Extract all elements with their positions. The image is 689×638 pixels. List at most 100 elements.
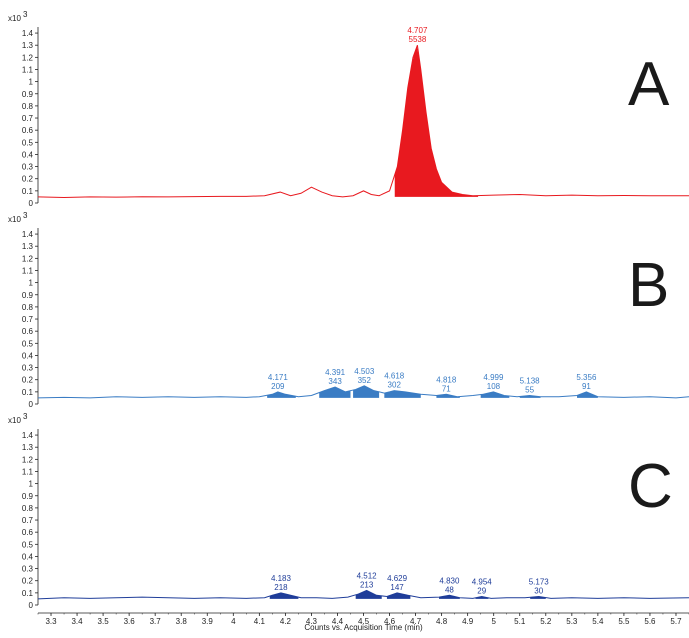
x-axis-title: Counts vs. Acquisition Time (min) — [304, 623, 423, 632]
y-tick-label: 1.3 — [22, 443, 34, 452]
peak-area-label: 343 — [328, 377, 342, 386]
x-tick-label: 5.5 — [618, 617, 630, 626]
y-tick-label: 1.2 — [22, 53, 34, 62]
peak-fill — [384, 390, 421, 398]
y-tick-label: 0.4 — [22, 150, 34, 159]
y-tick-label: 1 — [29, 279, 34, 288]
y-tick-label: 0.7 — [22, 516, 34, 525]
x-tick-label: 5.6 — [644, 617, 656, 626]
x-tick-label: 3.4 — [71, 617, 83, 626]
x-tick-label: 4.6 — [384, 617, 396, 626]
y-tick-label: 0.1 — [22, 388, 34, 397]
y-tick-label: 1 — [29, 78, 34, 87]
peak-rt-label: 4.503 — [354, 367, 375, 376]
y-multiplier-label: x10 — [8, 215, 21, 224]
peak-area-label: 213 — [360, 580, 374, 589]
peak-area-label: 108 — [487, 382, 501, 391]
peak-rt-label: 4.830 — [439, 576, 460, 585]
peak-area-label: 71 — [442, 384, 451, 393]
y-multiplier-exponent: 3 — [23, 412, 28, 421]
x-tick-label: 5.1 — [514, 617, 526, 626]
y-multiplier-label: x10 — [8, 416, 21, 425]
y-tick-label: 0.7 — [22, 114, 34, 123]
y-tick-label: 1.4 — [22, 431, 34, 440]
x-tick-label: 4.9 — [462, 617, 474, 626]
y-tick-label: 0.5 — [22, 339, 34, 348]
y-multiplier-exponent: 3 — [23, 211, 28, 220]
y-tick-label: 0.3 — [22, 163, 34, 172]
peak-rt-label: 4.512 — [357, 571, 378, 580]
y-tick-label: 0 — [29, 199, 34, 208]
y-tick-label: 0.4 — [22, 351, 34, 360]
peak-rt-label: 4.171 — [268, 373, 289, 382]
peak-rt-label: 5.173 — [529, 578, 550, 587]
y-tick-label: 0.5 — [22, 540, 34, 549]
peak-rt-label: 4.818 — [436, 375, 457, 384]
peak-area-label: 147 — [390, 583, 404, 592]
peak-rt-label: 4.618 — [384, 372, 405, 381]
y-tick-label: 0.2 — [22, 577, 34, 586]
y-tick-label: 1 — [29, 480, 34, 489]
panel-a: x10 3 0 0.1 0.2 0.3 0.4 0.5 0.6 0.7 0.8 0.9 1 1.1 1.2 1… — [8, 10, 689, 208]
peak-rt-label: 4.629 — [387, 574, 408, 583]
panel-b: x10 3 0 0.1 0.2 0.3 0.4 0.5 0.6 0.7 0.8 0.9 1 1.1 1.2 1… — [8, 211, 689, 409]
trace-line — [37, 589, 689, 600]
x-tick-label: 3.3 — [45, 617, 57, 626]
peak-rt-label: 5.356 — [576, 373, 597, 382]
x-tick-label: 5.2 — [540, 617, 552, 626]
y-tick-label: 1.3 — [22, 242, 34, 251]
peak-area-label: 91 — [582, 382, 591, 391]
y-tick-label: 0.8 — [22, 102, 34, 111]
x-tick-label: 3.7 — [150, 617, 162, 626]
x-tick-label: 4.4 — [332, 617, 344, 626]
y-tick-label: 0.2 — [22, 175, 34, 184]
trace-line — [37, 45, 689, 199]
y-tick-label: 0.9 — [22, 291, 34, 300]
x-tick-label: 4.7 — [410, 617, 422, 626]
y-tick-label: 0.5 — [22, 138, 34, 147]
peak-area-label: 302 — [388, 381, 402, 390]
y-tick-label: 0.8 — [22, 504, 34, 513]
y-tick-label: 1.1 — [22, 266, 34, 275]
x-tick-label: 3.6 — [124, 617, 136, 626]
panel-letter: C — [628, 452, 673, 521]
peak-fill — [353, 385, 380, 398]
peak-rt-label: 4.954 — [472, 578, 493, 587]
x-axis: 3.3 3.4 3.5 3.6 3.7 3.8 3.9 4 4.1 4.2 4.3 4.4 4.5 4.6… — [37, 612, 689, 632]
y-tick-label: 0.7 — [22, 315, 34, 324]
peak-area-label: 352 — [358, 376, 372, 385]
y-tick-label: 0.6 — [22, 327, 34, 336]
y-tick-label: 1.4 — [22, 230, 34, 239]
y-multiplier-label: x10 — [8, 14, 21, 23]
x-tick-label: 4.5 — [358, 617, 370, 626]
panel-c: x10 300.10.20.30.40.50.60.70.80.911.11.21… — [8, 412, 689, 610]
peak-fill — [577, 392, 598, 398]
y-multiplier-exponent: 3 — [23, 10, 28, 19]
y-tick-label: 0.8 — [22, 303, 34, 312]
x-tick-label: 4 — [231, 617, 236, 626]
y-tick-label: 1.1 — [22, 65, 34, 74]
panel-letter: A — [628, 50, 670, 119]
peak-area-label: 5538 — [409, 35, 427, 44]
y-tick-label: 1.2 — [22, 455, 34, 464]
peak-area-label: 55 — [525, 386, 534, 395]
y-tick-label: 0.6 — [22, 528, 34, 537]
y-tick-label: 0.4 — [22, 552, 34, 561]
peak-area-label: 209 — [271, 382, 285, 391]
x-tick-label: 4.2 — [280, 617, 292, 626]
peak-area-label: 48 — [445, 585, 454, 594]
peak-rt-label: 4.183 — [271, 574, 292, 583]
x-tick-label: 3.9 — [202, 617, 214, 626]
peak-rt-label: 4.999 — [483, 373, 504, 382]
y-tick-label: 0.1 — [22, 589, 34, 598]
peak-fill — [394, 46, 479, 197]
y-tick-label: 0 — [29, 400, 34, 409]
peak-fill — [319, 387, 351, 398]
peak-rt-label: 4.391 — [325, 368, 346, 377]
y-tick-label: 0.3 — [22, 565, 34, 574]
x-tick-label: 4.8 — [436, 617, 448, 626]
peak-area-label: 30 — [534, 587, 543, 596]
x-tick-label: 5.4 — [592, 617, 604, 626]
